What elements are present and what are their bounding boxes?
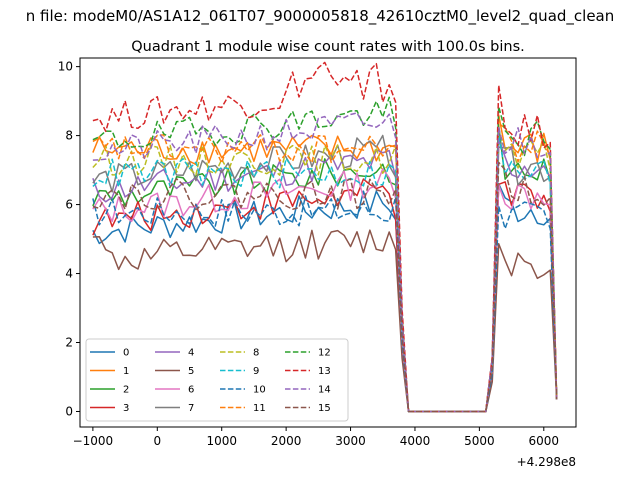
legend-label: 3 xyxy=(123,403,129,414)
series-line-13 xyxy=(92,61,558,413)
x-tick-label: 5000 xyxy=(464,434,495,448)
legend-label: 11 xyxy=(253,403,266,414)
plot-frame xyxy=(79,57,577,428)
x-tick-label: 4000 xyxy=(400,434,431,448)
y-tick-label: 6 xyxy=(65,198,73,212)
y-tick-label: 0 xyxy=(65,404,73,418)
legend-label: 4 xyxy=(188,348,194,359)
legend-label: 10 xyxy=(253,385,266,396)
legend-box xyxy=(85,338,349,422)
legend-label: 7 xyxy=(188,403,194,414)
legend-label: 13 xyxy=(318,366,331,377)
x-tick-label: −1000 xyxy=(73,434,114,448)
legend-label: 1 xyxy=(123,366,129,377)
series-line-15 xyxy=(92,161,558,413)
y-tick-label: 10 xyxy=(58,60,73,74)
series-layer xyxy=(92,61,558,413)
y-tick-label: 8 xyxy=(65,129,73,143)
series-line-8 xyxy=(92,129,558,413)
chart-title: Quadrant 1 module wise count rates with … xyxy=(131,39,525,55)
y-axis: 0 2 4 6 8 10 xyxy=(58,60,80,418)
legend-label: 12 xyxy=(318,348,331,359)
legend-label: 6 xyxy=(188,385,194,396)
x-tick-label: 0 xyxy=(153,434,161,448)
legend-label: 2 xyxy=(123,385,129,396)
x-offset-label: +4.298e8 xyxy=(517,455,576,469)
x-tick-label: 1000 xyxy=(206,434,237,448)
legend-label: 5 xyxy=(188,366,194,377)
x-tick-label: 3000 xyxy=(335,434,366,448)
y-tick-label: 2 xyxy=(65,336,73,350)
legend-label: 14 xyxy=(318,385,331,396)
legend-label: 15 xyxy=(318,403,331,414)
x-axis: −1000 0 1000 2000 3000 4000 5000 6000 xyxy=(73,427,559,448)
chart-suptitle: n file: modeM0/AS1A12_061T07_9000005818_… xyxy=(26,7,615,26)
legend-label: 9 xyxy=(253,366,259,377)
y-tick-label: 4 xyxy=(65,267,73,281)
legend-label: 8 xyxy=(253,348,259,359)
legend-label: 0 xyxy=(123,348,129,359)
x-tick-label: 6000 xyxy=(529,434,560,448)
x-tick-label: 2000 xyxy=(271,434,302,448)
